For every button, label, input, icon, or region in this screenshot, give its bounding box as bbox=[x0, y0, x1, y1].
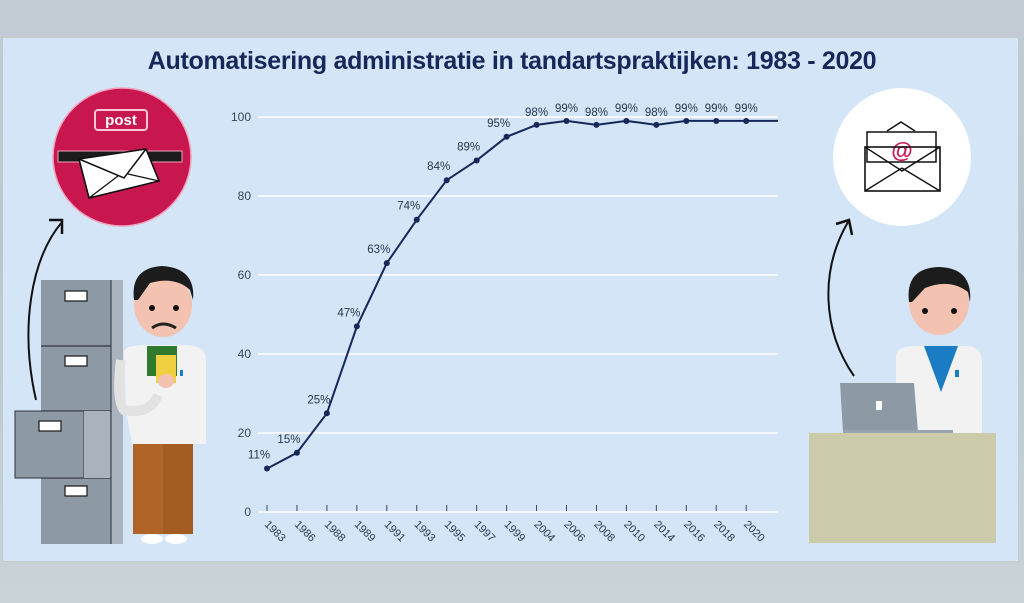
data-point bbox=[443, 177, 450, 184]
filing-cabinet-icon bbox=[14, 280, 123, 544]
data-label: 98% bbox=[585, 107, 608, 119]
data-point bbox=[473, 157, 480, 164]
data-point bbox=[743, 117, 750, 124]
data-point bbox=[383, 260, 390, 267]
postbox-letter-icon: post bbox=[52, 87, 192, 227]
post-label: post bbox=[105, 112, 137, 129]
data-label: 99% bbox=[615, 103, 638, 115]
data-point bbox=[623, 117, 630, 124]
data-label: 99% bbox=[735, 103, 758, 115]
series-line bbox=[266, 119, 778, 470]
data-label: 74% bbox=[397, 201, 420, 213]
laptop-icon bbox=[840, 383, 953, 434]
data-label: 47% bbox=[337, 307, 360, 319]
data-point bbox=[413, 216, 420, 223]
arrow-up-icon bbox=[27, 218, 64, 401]
y-tick-label: 20 bbox=[238, 426, 252, 440]
data-point bbox=[533, 121, 540, 128]
data-label: 95% bbox=[487, 118, 510, 130]
y-tick-label: 80 bbox=[238, 189, 252, 203]
data-label: 25% bbox=[307, 394, 330, 406]
data-point bbox=[713, 117, 720, 124]
data-point bbox=[264, 465, 270, 472]
dentist-old-figure bbox=[114, 266, 206, 544]
data-label: 99% bbox=[675, 103, 698, 115]
data-label: 99% bbox=[705, 103, 728, 115]
data-point bbox=[353, 323, 360, 330]
data-label: 15% bbox=[277, 434, 300, 446]
data-label: 84% bbox=[427, 161, 450, 173]
dentist-modern-figure bbox=[896, 267, 982, 434]
data-point bbox=[683, 117, 690, 124]
at-sign-icon: @ bbox=[891, 138, 912, 163]
data-point bbox=[503, 133, 510, 140]
y-tick-label: 60 bbox=[238, 268, 252, 282]
data-label: 98% bbox=[645, 107, 668, 119]
data-point bbox=[653, 121, 660, 128]
y-tick-label: 100 bbox=[231, 110, 251, 124]
y-tick-label: 0 bbox=[244, 505, 251, 519]
data-label: 99% bbox=[555, 103, 578, 115]
desk bbox=[809, 433, 996, 543]
data-point bbox=[293, 449, 300, 456]
data-label: 98% bbox=[525, 107, 548, 119]
data-point bbox=[323, 410, 330, 417]
chart-title: Automatisering administratie in tandarts… bbox=[147, 47, 877, 75]
data-label: 11% bbox=[248, 450, 270, 462]
arrow-up-icon bbox=[827, 218, 855, 377]
email-envelope-icon: @ bbox=[833, 88, 971, 226]
y-tick-label: 40 bbox=[238, 347, 252, 361]
data-point bbox=[593, 121, 600, 128]
data-label: 63% bbox=[367, 244, 390, 256]
data-label: 89% bbox=[457, 141, 480, 153]
data-point bbox=[563, 117, 570, 124]
